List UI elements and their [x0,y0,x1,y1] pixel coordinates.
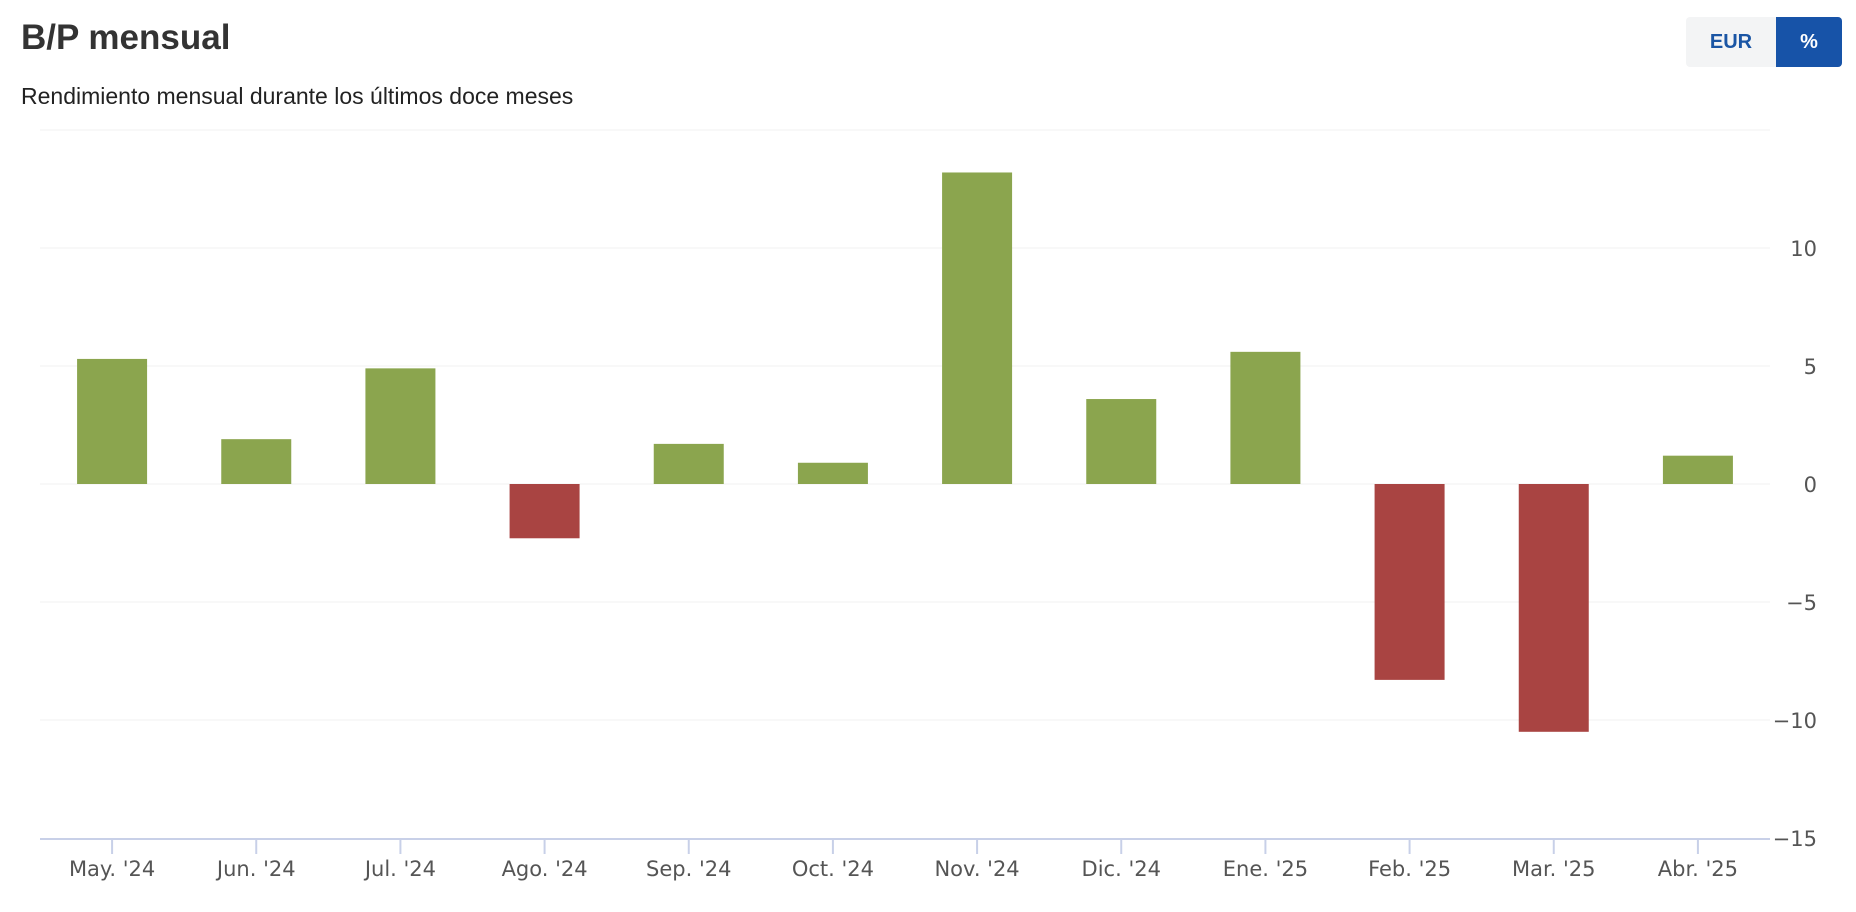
bar-4 [509,484,580,539]
x-tick-label: Ene. '25 [1223,857,1308,881]
x-tick-label: Feb. '25 [1368,857,1451,881]
bar-9 [1230,351,1301,484]
x-tick-label: Mar. '25 [1512,857,1596,881]
bar-3 [365,368,436,484]
x-tick-label: Jul. '24 [363,857,436,881]
bar-2 [221,439,292,484]
bar-8 [1086,399,1157,484]
x-tick-label: Jun. '24 [215,857,296,881]
bar-6 [797,462,868,484]
page-title: B/P mensual [21,18,231,57]
unit-toggle: EUR % [1686,17,1842,67]
y-tick-label: −15 [1773,827,1817,851]
y-tick-label: −5 [1786,591,1817,615]
bar-7 [942,172,1013,485]
bar-1 [77,358,148,484]
bar-11 [1518,484,1589,732]
page-subtitle: Rendimiento mensual durante los últimos … [21,83,574,109]
x-tick-label: Nov. '24 [934,857,1019,881]
y-tick-label: 0 [1804,473,1817,497]
bar-12 [1662,455,1733,484]
y-tick-label: 5 [1804,355,1817,379]
x-tick-label: Ago. '24 [502,857,588,881]
x-tick-label: Abr. '25 [1658,857,1738,881]
bar-10 [1374,484,1445,680]
percent-toggle-button[interactable]: % [1776,17,1842,67]
eur-toggle-button[interactable]: EUR [1686,17,1776,67]
bar-5 [653,443,724,484]
x-tick-label: Dic. '24 [1082,857,1161,881]
x-tick-label: May. '24 [69,857,155,881]
x-tick-label: Sep. '24 [646,857,731,881]
x-tick-label: Oct. '24 [792,857,874,881]
y-tick-label: −10 [1773,709,1817,733]
y-tick-label: 10 [1790,237,1817,261]
